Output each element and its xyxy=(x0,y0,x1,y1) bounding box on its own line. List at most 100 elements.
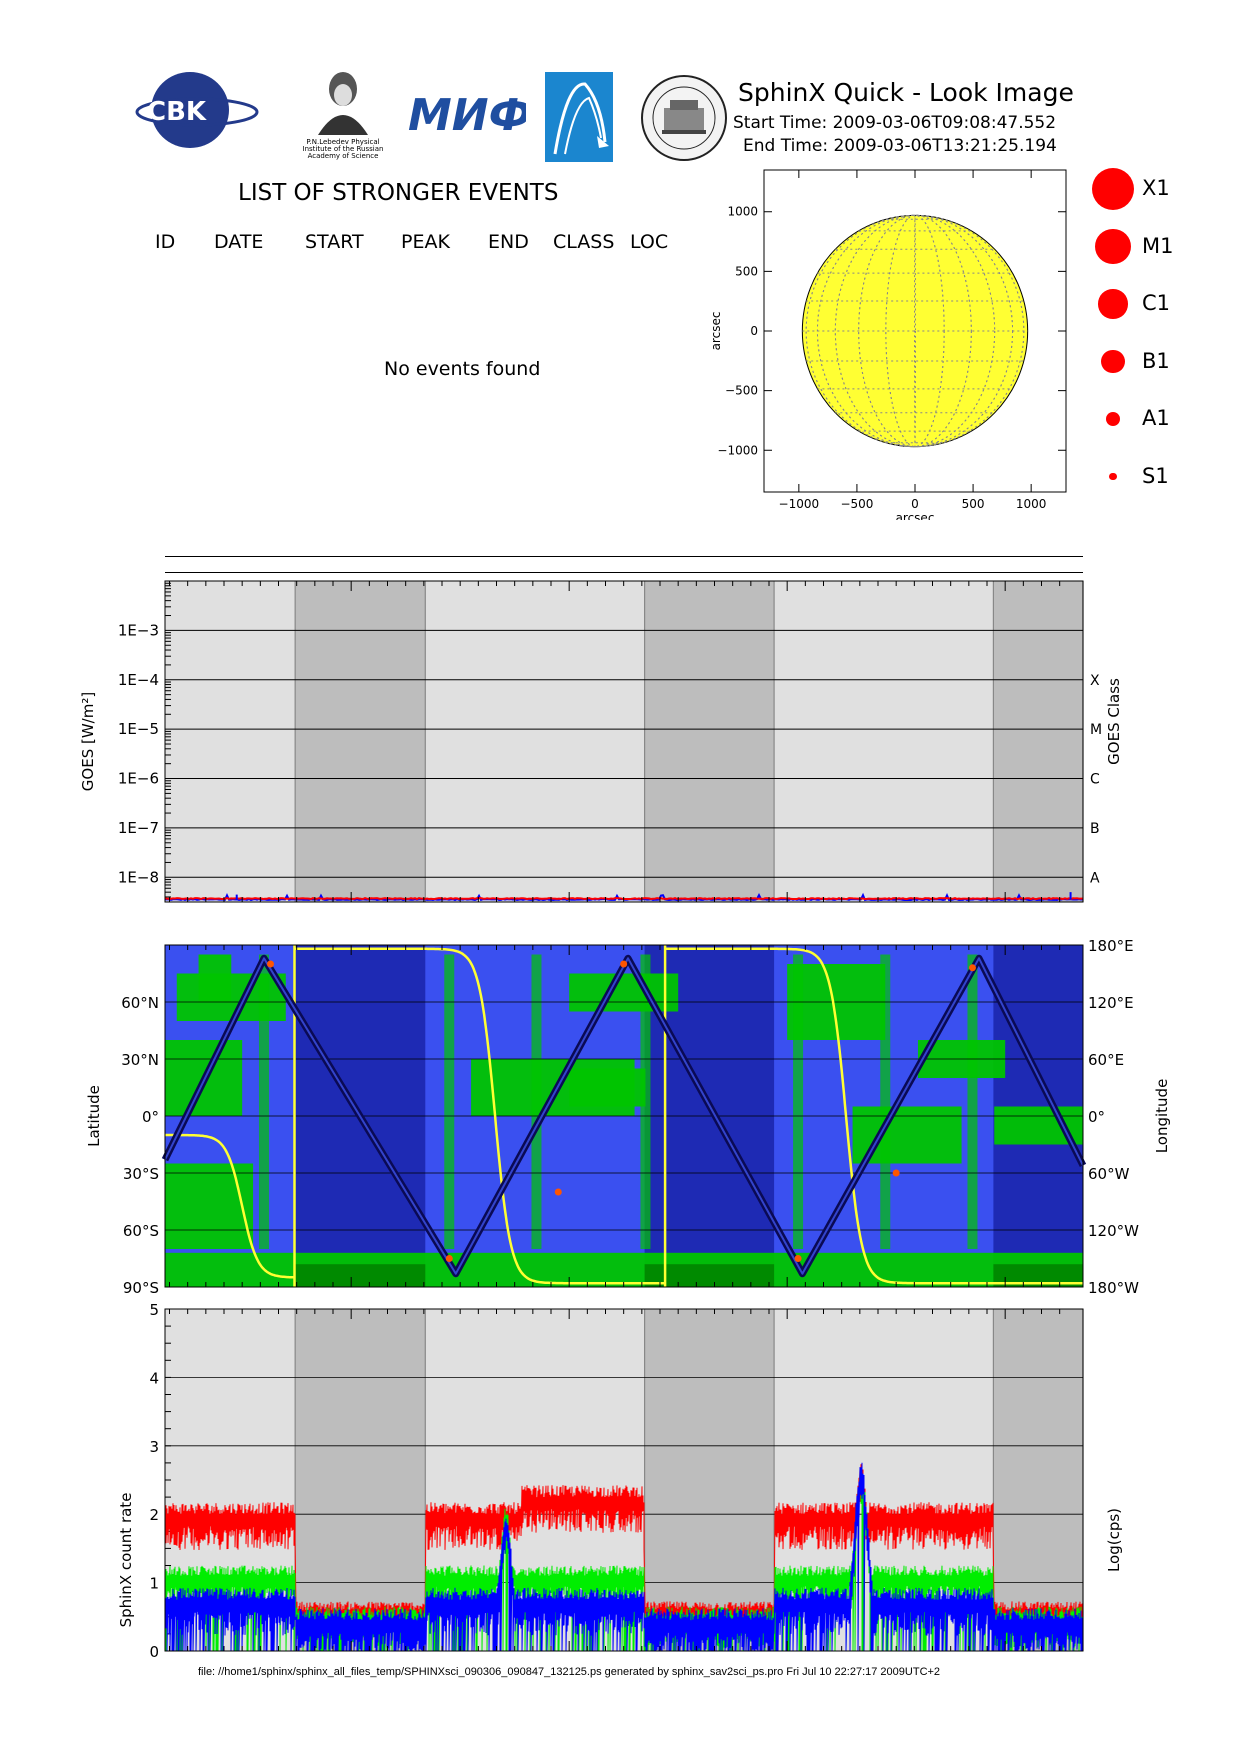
orbit-radiation-region xyxy=(569,1068,646,1107)
orbit-right-tick-label: 120°W xyxy=(1088,1222,1139,1240)
orbit-frame xyxy=(164,944,1084,1288)
count-ytick-label: 0 xyxy=(149,1643,159,1660)
cbk-logo: CBK xyxy=(135,70,260,150)
cbk-logo-text: CBK xyxy=(147,97,207,127)
lebedev-caption-1: P.N.Lebedev Physical xyxy=(306,138,379,146)
events-col-class: CLASS xyxy=(553,231,615,253)
orbit-radiation-region xyxy=(569,973,679,1012)
orbit-left-tick-label: 30°S xyxy=(123,1165,159,1183)
time-series-panels: 1E−8 1E−7 1E−6 1E−5 1E−4 1E−3 A B C M X GOES [W/m²]… xyxy=(79,580,1171,1660)
orbit-right-label: Longitude xyxy=(1153,1079,1171,1154)
orbit-left-tick-label: 0° xyxy=(142,1108,159,1126)
goes-ytick-label: 1E−4 xyxy=(118,671,159,689)
orbit-radiation-region xyxy=(165,1163,254,1249)
goes-ytick-label: 1E−3 xyxy=(118,621,159,639)
mifi-logo-text: МИФИ xyxy=(408,90,526,141)
goes-shadow-band xyxy=(295,581,426,902)
goes-ytick-label: 1E−7 xyxy=(118,819,159,837)
legend-dot-c1 xyxy=(1098,289,1128,319)
orbit-track-hotspot xyxy=(267,960,275,968)
time-tick-label: 10:00 xyxy=(328,1659,374,1660)
sun-ytick-label: −1000 xyxy=(717,443,758,457)
orbit-longitude-curve xyxy=(165,947,1083,1285)
legend-label-s1: S1 xyxy=(1142,463,1169,488)
orbit-left-tick-label: 60°S xyxy=(123,1222,159,1240)
orbit-radiation-spike xyxy=(640,954,651,1249)
events-col-start: START xyxy=(305,231,364,253)
orbit-shadow-green xyxy=(295,1264,426,1287)
orbit-track-hotspot xyxy=(968,964,976,972)
goes-shadow-band xyxy=(644,581,775,902)
events-col-loc: LOC xyxy=(630,231,669,253)
goes-panel: 1E−8 1E−7 1E−6 1E−5 1E−4 1E−3 A B C M X GOES [W/m²]… xyxy=(79,580,1123,903)
orbit-shadow-green xyxy=(644,1264,775,1287)
orbit-panel: 90°S 60°S 30°S 0° 30°N 60°N 180°W 120°W 60°W 0° 60… xyxy=(85,937,1171,1297)
orbit-radiation-spike xyxy=(880,954,891,1249)
start-time: Start Time: 2009-03-06T09:08:47.552 xyxy=(733,113,1057,133)
observatory-seal xyxy=(640,74,728,162)
goes-shadow-band xyxy=(993,581,1083,902)
count-ytick-label: 1 xyxy=(149,1575,159,1593)
orbit-right-tick-label: 60°E xyxy=(1088,1051,1124,1069)
legend-dot-x1 xyxy=(1092,168,1134,210)
orbit-shadow-green xyxy=(993,1264,1083,1287)
count-shadow-band xyxy=(644,1309,775,1651)
sun-xtick-label: 500 xyxy=(962,497,985,511)
count-shadow-band xyxy=(295,1309,426,1651)
time-tick-label: 13:00 xyxy=(982,1659,1028,1660)
count-ytick-label: 4 xyxy=(149,1369,159,1387)
legend-label-b1: B1 xyxy=(1142,348,1170,373)
orbit-radiation-spike xyxy=(793,954,804,1249)
sun-xtick-label: −500 xyxy=(840,497,873,511)
orbit-latitude-track-core xyxy=(164,957,1084,1275)
goes-ytick-label: 1E−5 xyxy=(118,720,159,738)
orbit-track-hotspot xyxy=(794,1255,802,1262)
goes-ylabel: GOES [W/m²] xyxy=(79,692,97,791)
count-ytick-label: 5 xyxy=(149,1301,159,1319)
orbit-left-tick-label: 30°N xyxy=(121,1051,159,1069)
sun-ytick-label: −500 xyxy=(725,384,758,398)
orbit-left-tick-label: 60°N xyxy=(121,994,159,1012)
page-title: SphinX Quick - Look Image xyxy=(738,78,1074,107)
orbit-radiation-spike xyxy=(531,954,542,1249)
legend-label-x1: X1 xyxy=(1142,176,1170,200)
count-right-label: Log(cps) xyxy=(1105,1508,1123,1572)
events-title: LIST OF STRONGER EVENTS xyxy=(238,180,559,206)
time-tick-label: 11:00 xyxy=(546,1659,592,1660)
sun-xlabel: arcsec xyxy=(896,511,935,520)
longitude-line xyxy=(834,214,996,448)
orbit-track-hotspot xyxy=(445,1255,453,1262)
orbit-radiation-region xyxy=(198,954,232,1002)
longitude-line xyxy=(805,214,1025,448)
longitude-line xyxy=(858,214,972,448)
legend-dot-a1 xyxy=(1105,411,1121,427)
sun-ytick-label: 500 xyxy=(735,264,758,278)
events-empty-message: No events found xyxy=(384,358,541,380)
goes-ytick-label: 1E−6 xyxy=(118,770,159,788)
sun-xtick-label: 0 xyxy=(911,497,919,511)
orbit-right-tick-label: 60°W xyxy=(1088,1165,1130,1183)
legend-dot-b1 xyxy=(1101,349,1125,374)
count-shadow-band xyxy=(993,1309,1083,1651)
separator-1 xyxy=(165,556,1083,557)
solar-grid xyxy=(802,214,1028,448)
footer-file-info: file: //home1/sphinx/sphinx_all_files_te… xyxy=(198,1666,941,1678)
orbit-track-hotspot xyxy=(554,1188,562,1196)
goes-class-label: M xyxy=(1090,722,1102,738)
time-tick-label: 12:00 xyxy=(764,1659,810,1660)
end-time: End Time: 2009-03-06T13:21:25.194 xyxy=(743,136,1057,156)
sun-ytick-label: 0 xyxy=(750,324,758,338)
orbit-track-hotspot xyxy=(892,1169,900,1177)
orbit-right-tick-label: 180°W xyxy=(1088,1279,1139,1297)
orbit-left-tick-label: 90°S xyxy=(123,1279,159,1297)
legend-dot-s1 xyxy=(1109,472,1117,481)
count-ytick-label: 3 xyxy=(149,1438,159,1456)
legend-dot-m1 xyxy=(1095,228,1131,265)
goes-class-label: B xyxy=(1090,821,1100,837)
legend-label-c1: C1 xyxy=(1142,291,1171,315)
count-panel: 01234510:0011:0012:0013:00Start Time (06… xyxy=(117,1301,1123,1660)
orbit-right-tick-label: 120°E xyxy=(1088,994,1134,1012)
orbit-radiation-spike xyxy=(444,954,455,1249)
legend-label-m1: M1 xyxy=(1142,233,1174,258)
lebedev-caption-3: Academy of Science xyxy=(308,152,379,160)
